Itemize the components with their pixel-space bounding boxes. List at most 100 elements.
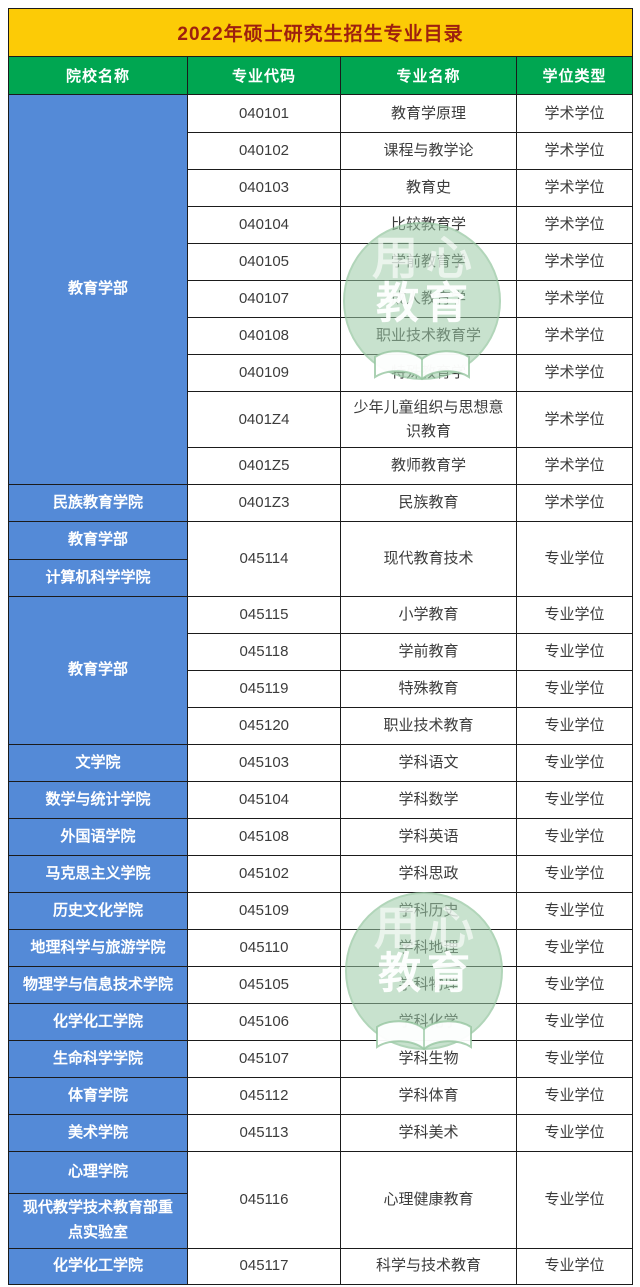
deg-cell: 专业学位 xyxy=(515,892,634,930)
college-cell: 地理科学与旅游学院 xyxy=(8,929,188,967)
table-row: 物理学与信息技术学院 045105 学科物理 专业学位 xyxy=(8,966,634,1004)
code-cell: 0401Z3 xyxy=(187,484,341,522)
college-cell: 教育学部 xyxy=(8,94,188,485)
table-row: 数学与统计学院 045104 学科数学 专业学位 xyxy=(8,781,634,819)
code-cell: 045115 xyxy=(187,596,341,634)
table-row: 美术学院 045113 学科美术 专业学位 xyxy=(8,1114,634,1152)
code-cell: 045120 xyxy=(187,707,341,745)
name-cell: 教育史 xyxy=(340,169,517,207)
name-cell: 现代教育技术 xyxy=(340,521,517,597)
deg-cell: 专业学位 xyxy=(515,1040,634,1078)
code-cell: 045108 xyxy=(187,818,341,856)
name-cell: 学科美术 xyxy=(340,1114,517,1152)
name-cell: 学科生物 xyxy=(340,1040,517,1078)
code-cell: 045114 xyxy=(187,521,341,597)
code-cell: 045102 xyxy=(187,855,341,893)
table-row: 化学化工学院 045106 学科化学 专业学位 xyxy=(8,1003,634,1041)
code-cell: 040107 xyxy=(187,280,341,318)
deg-cell: 专业学位 xyxy=(515,707,634,745)
deg-cell: 学术学位 xyxy=(515,94,634,133)
college-cell: 现代教学技术教育部重点实验室 xyxy=(8,1193,188,1249)
deg-cell: 学术学位 xyxy=(515,206,634,244)
name-cell: 学科数学 xyxy=(340,781,517,819)
name-cell: 小学教育 xyxy=(340,596,517,634)
name-cell: 学科物理 xyxy=(340,966,517,1004)
code-cell: 045119 xyxy=(187,670,341,708)
table-row: 040102 课程与教学论 学术学位 xyxy=(9,132,634,170)
code-cell: 045110 xyxy=(187,929,341,967)
table-row: 心理学院 045116 心理健康教育 专业学位 xyxy=(8,1151,634,1249)
code-cell: 040101 xyxy=(187,94,341,133)
name-cell: 特殊教育学 xyxy=(340,354,517,392)
deg-cell: 学术学位 xyxy=(515,317,634,355)
table-row: 教育学部 040101 教育学原理 学术学位 xyxy=(8,94,634,485)
college-cell: 数学与统计学院 xyxy=(8,781,188,819)
code-cell: 040102 xyxy=(187,132,341,170)
code-cell: 040103 xyxy=(187,169,341,207)
college-cell: 历史文化学院 xyxy=(8,892,188,930)
name-cell: 少年儿童组织与思想意识教育 xyxy=(340,391,517,448)
code-cell: 045117 xyxy=(187,1247,341,1285)
deg-cell: 学术学位 xyxy=(515,132,634,170)
name-cell: 成人教育学 xyxy=(340,280,517,318)
table-row: 0401Z5 教师教育学 学术学位 xyxy=(9,447,634,485)
name-cell: 职业技术教育 xyxy=(340,707,517,745)
deg-cell: 学术学位 xyxy=(515,447,634,485)
name-cell: 教师教育学 xyxy=(340,447,517,485)
name-cell: 职业技术教育学 xyxy=(340,317,517,355)
table-row: 地理科学与旅游学院 045110 学科地理 专业学位 xyxy=(8,929,634,967)
deg-cell: 学术学位 xyxy=(515,169,634,207)
code-cell: 040108 xyxy=(187,317,341,355)
college-cell: 化学化工学院 xyxy=(8,1247,188,1285)
name-cell: 学科英语 xyxy=(340,818,517,856)
table-row: 民族教育学院 0401Z3 民族教育 学术学位 xyxy=(8,484,634,522)
college-cell: 心理学院 xyxy=(8,1151,188,1194)
name-cell: 学科地理 xyxy=(340,929,517,967)
table-row: 文学院 045103 学科语文 专业学位 xyxy=(8,744,634,782)
name-cell: 课程与教学论 xyxy=(340,132,517,170)
deg-cell: 专业学位 xyxy=(515,1003,634,1041)
column-header-college: 院校名称 xyxy=(8,56,188,95)
deg-cell: 专业学位 xyxy=(515,670,634,708)
deg-cell: 专业学位 xyxy=(515,1151,634,1249)
table-row: 生命科学学院 045107 学科生物 专业学位 xyxy=(8,1040,634,1078)
college-cell: 外国语学院 xyxy=(8,818,188,856)
table-row: 体育学院 045112 学科体育 专业学位 xyxy=(8,1077,634,1115)
code-cell: 045105 xyxy=(187,966,341,1004)
title-row: 2022年硕士研究生招生专业目录 xyxy=(7,8,634,57)
deg-cell: 专业学位 xyxy=(515,1077,634,1115)
table-row: 教育学部 045115 小学教育 专业学位 xyxy=(8,596,634,745)
code-cell: 045104 xyxy=(187,781,341,819)
table-row: 教育学部 045114 现代教育技术 专业学位 xyxy=(8,521,634,597)
deg-cell: 专业学位 xyxy=(515,781,634,819)
name-cell: 科学与技术教育 xyxy=(340,1247,517,1285)
name-cell: 学科体育 xyxy=(340,1077,517,1115)
table-row: 马克思主义学院 045102 学科思政 专业学位 xyxy=(8,855,634,893)
deg-cell: 专业学位 xyxy=(515,929,634,967)
college-cell: 体育学院 xyxy=(8,1077,188,1115)
college-cell: 化学化工学院 xyxy=(8,1003,188,1041)
code-cell: 0401Z5 xyxy=(187,447,341,485)
college-cell: 生命科学学院 xyxy=(8,1040,188,1078)
table-row: 计算机科学学院 xyxy=(8,559,633,597)
table-body: 教育学部 040101 教育学原理 学术学位 040102 课程与教学论 学术学位 04010… xyxy=(8,94,634,1285)
deg-cell: 专业学位 xyxy=(515,521,634,597)
deg-cell: 专业学位 xyxy=(515,744,634,782)
deg-cell: 专业学位 xyxy=(515,818,634,856)
deg-cell: 学术学位 xyxy=(515,243,634,281)
college-cell: 教育学部 xyxy=(8,596,188,745)
column-header-degree-type: 学位类型 xyxy=(515,56,634,95)
table-row: 045118 学前教育 专业学位 xyxy=(9,633,634,671)
column-header-major-code: 专业代码 xyxy=(187,56,341,95)
name-cell: 学科化学 xyxy=(340,1003,517,1041)
deg-cell: 专业学位 xyxy=(515,633,634,671)
code-cell: 045112 xyxy=(187,1077,341,1115)
name-cell: 民族教育 xyxy=(340,484,517,522)
college-cell: 计算机科学学院 xyxy=(8,559,188,597)
deg-cell: 专业学位 xyxy=(515,855,634,893)
name-cell: 教育学原理 xyxy=(340,94,517,133)
name-cell: 学科思政 xyxy=(340,855,517,893)
college-cell: 美术学院 xyxy=(8,1114,188,1152)
college-cell: 马克思主义学院 xyxy=(8,855,188,893)
